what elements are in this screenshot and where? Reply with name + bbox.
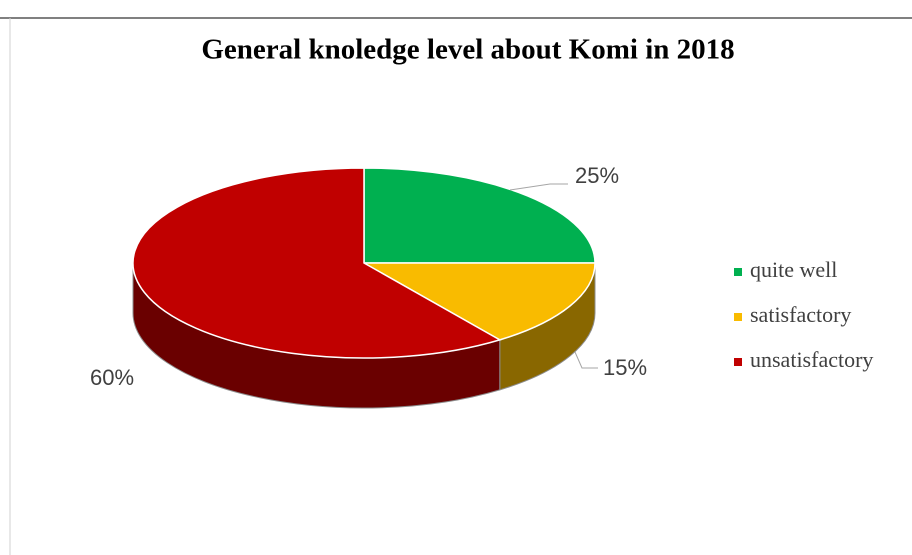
data-label: 25% <box>575 163 619 188</box>
legend-label: satisfactory <box>750 302 851 327</box>
legend-swatch <box>734 358 742 366</box>
data-label: 60% <box>90 365 134 390</box>
data-label: 15% <box>603 355 647 380</box>
slice <box>361 262 596 341</box>
legend-swatch <box>734 268 742 276</box>
legend-swatch <box>734 313 742 321</box>
slice <box>132 167 502 359</box>
leader-line <box>509 183 568 191</box>
slice <box>363 167 596 264</box>
leader-line <box>574 351 598 369</box>
legend-label: unsatisfactory <box>750 347 873 372</box>
chart-title: General knoledge level about Komi in 201… <box>201 34 734 66</box>
legend-label: quite well <box>750 257 837 282</box>
